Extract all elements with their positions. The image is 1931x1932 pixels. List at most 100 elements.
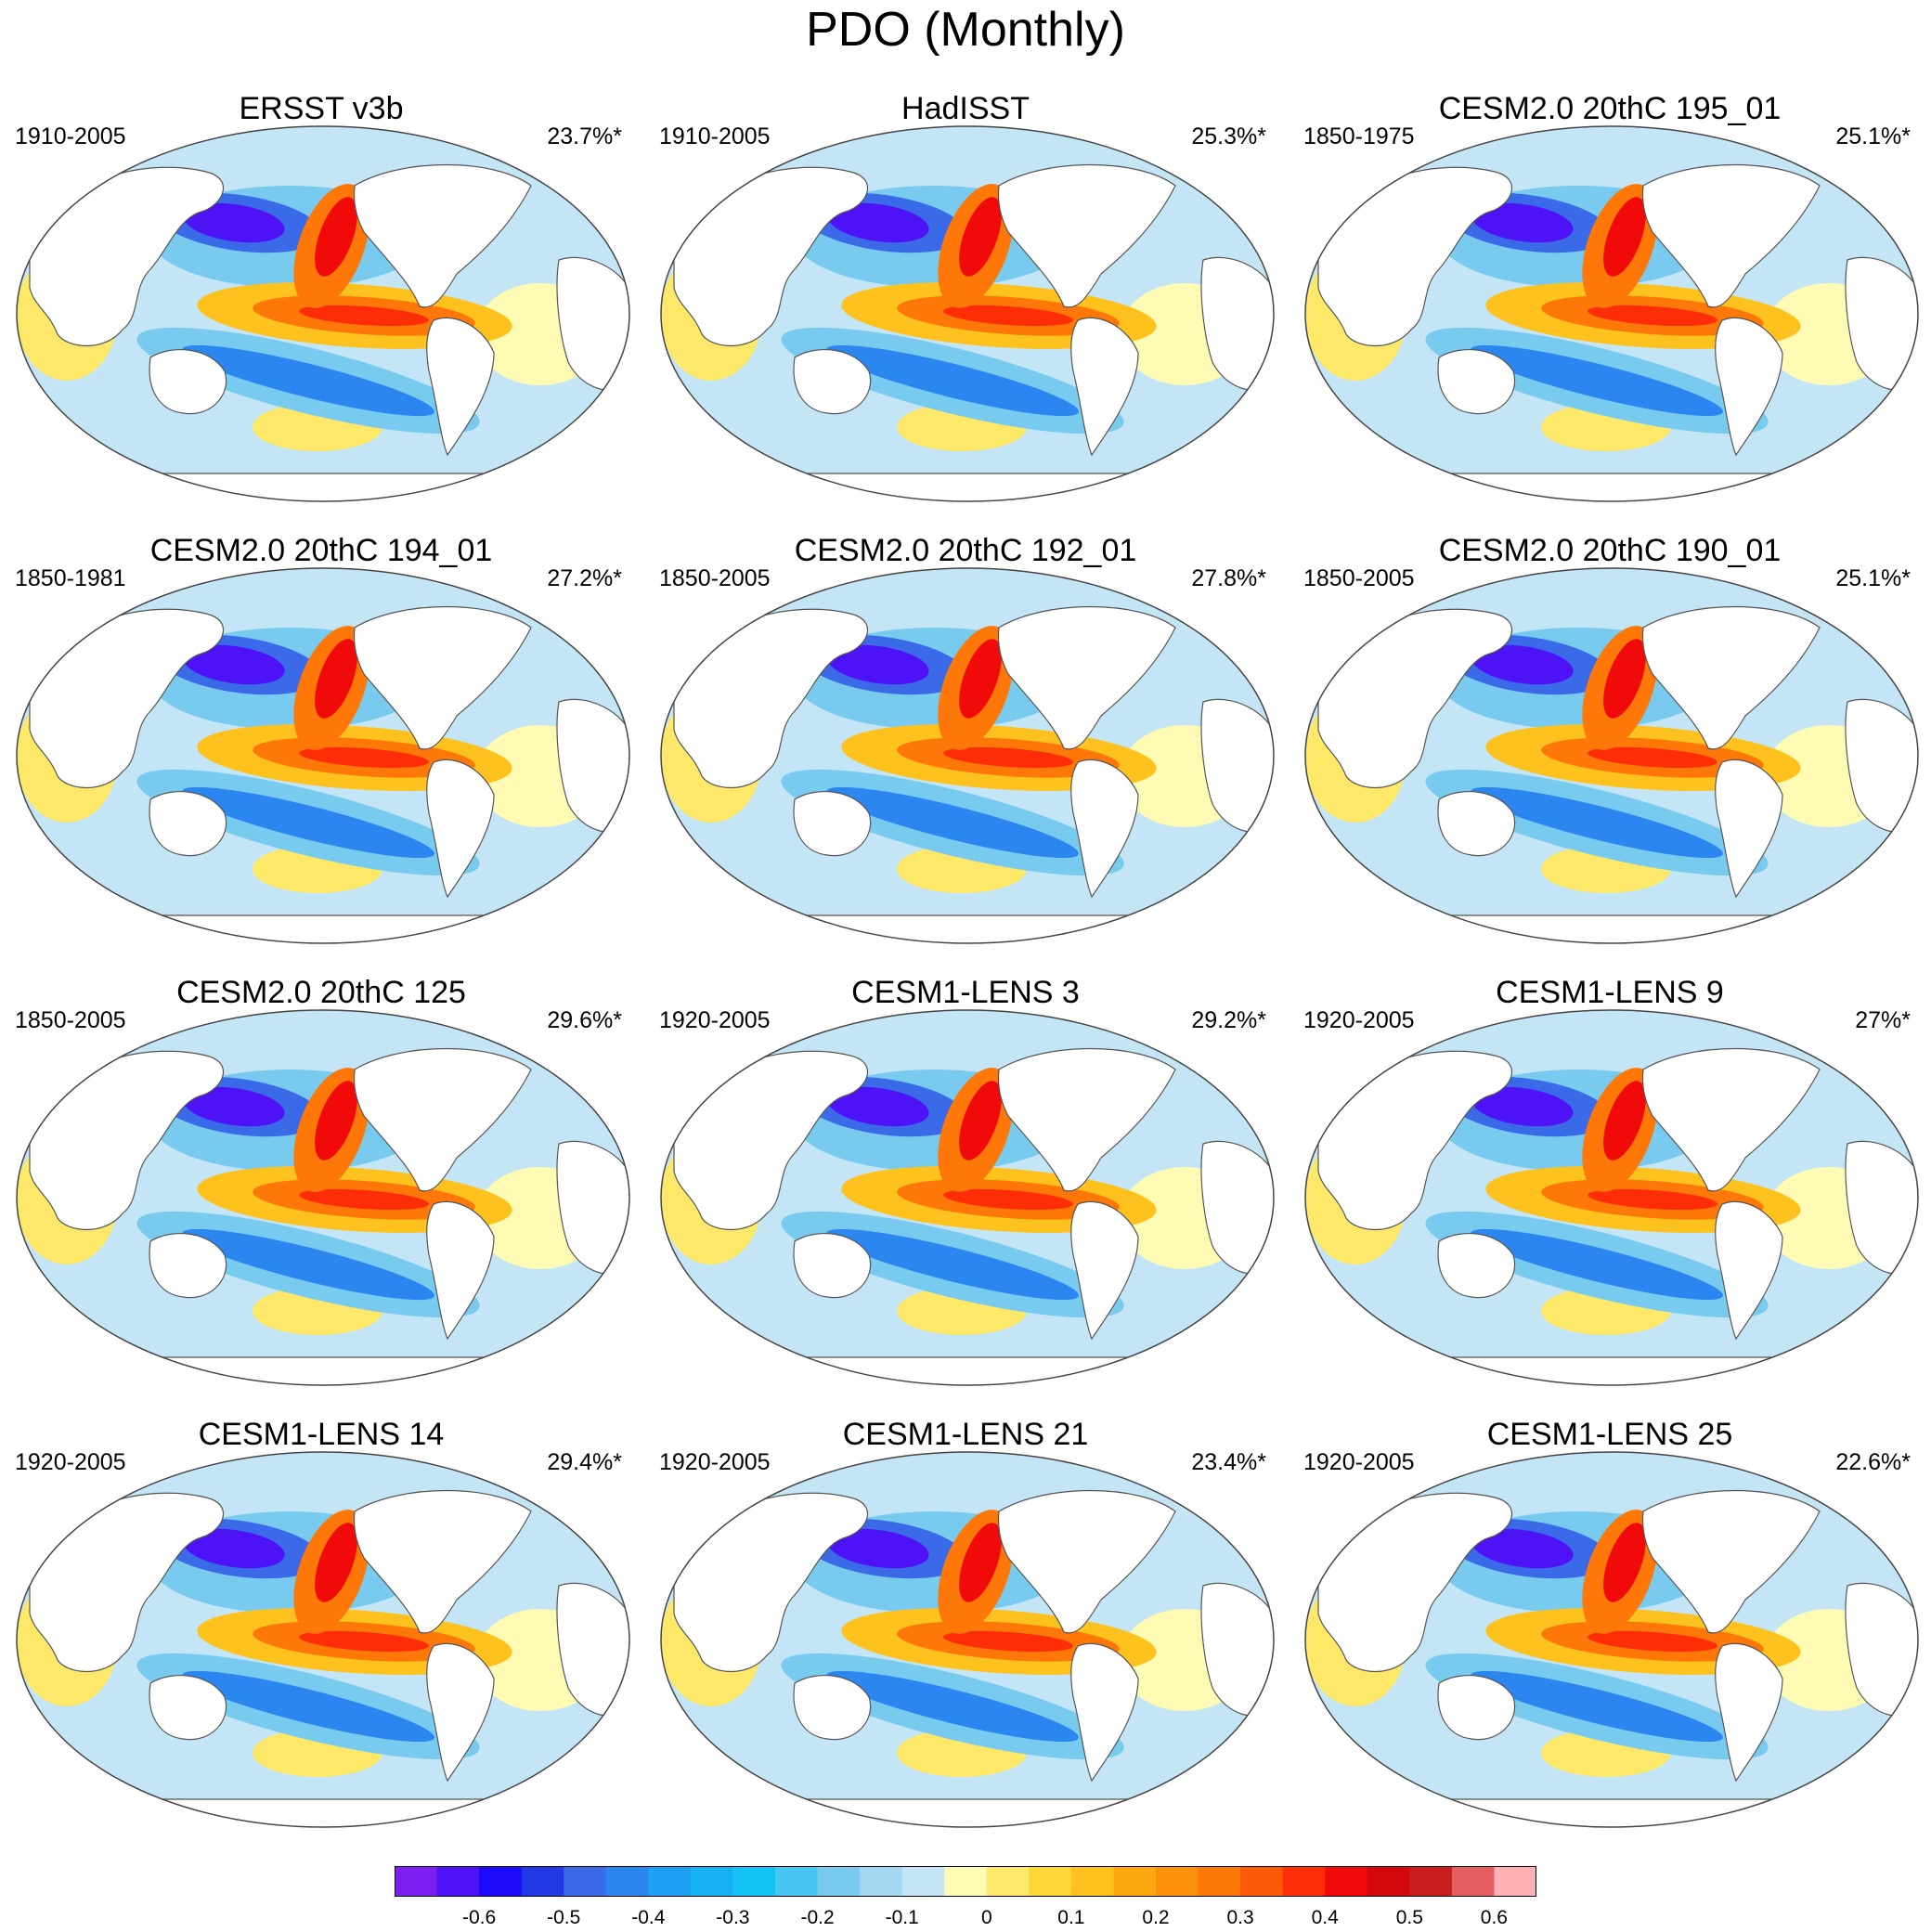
continent-north-america [353, 164, 532, 308]
kuroshio-cool-core [827, 1086, 929, 1127]
continent-south-america [426, 1642, 495, 1783]
map-panel: CESM1-LENS 3 1920-2005 29.2%* [650, 967, 1281, 1404]
colorbar-swatch [1113, 1866, 1157, 1897]
map-outline [1304, 1009, 1919, 1386]
continent-asia [673, 1050, 868, 1231]
colorbar-swatch [944, 1866, 988, 1897]
continent-australia [793, 1233, 872, 1299]
continent-australia [149, 791, 227, 857]
south-pacific-cool-core [826, 1670, 1079, 1743]
alaska-coast-warm-core [315, 197, 357, 277]
pdo-pattern-map [16, 1451, 630, 1828]
continent-antarctica [1305, 914, 1918, 943]
colorbar-swatch [1156, 1866, 1199, 1897]
south-pacific-cool-core [182, 1228, 434, 1301]
alaska-coast-warm-core [1603, 1523, 1646, 1602]
continent-antarctica [661, 473, 1274, 501]
colorbar-swatch [690, 1866, 733, 1897]
continent-south-america [426, 317, 495, 457]
continent-asia [1317, 166, 1512, 347]
colorbar-outline [395, 1866, 1536, 1897]
colorbar-swatch [1282, 1866, 1326, 1897]
continent-australia [793, 791, 872, 857]
pdo-pattern-map [1304, 125, 1919, 502]
continent-australia [1437, 1675, 1516, 1741]
continent-asia [29, 166, 224, 347]
panel-title: CESM2.0 20thC 195_01 [1438, 91, 1782, 126]
alaska-coast-warm-core [315, 1523, 357, 1602]
colorbar-swatch [1029, 1866, 1072, 1897]
map-panel: CESM2.0 20thC 194_01 1850-1981 27.2%* [6, 525, 637, 962]
pdo-pattern-map [660, 1451, 1275, 1828]
panel-title: CESM2.0 20thC 192_01 [794, 533, 1137, 568]
pdo-pattern-map [16, 125, 630, 502]
colorbar-tick-label: -0.3 [716, 1907, 749, 1928]
tropical-pacific-warm-peak [1588, 1630, 1717, 1653]
pdo-pattern-map [1304, 567, 1919, 944]
map-outline [1304, 125, 1919, 502]
south-pacific-cool-core [1471, 1228, 1723, 1301]
pdo-pattern-map [660, 1009, 1275, 1386]
continent-antarctica [17, 473, 629, 501]
colorbar-swatch [1198, 1866, 1241, 1897]
alaska-coast-warm-core [1603, 197, 1646, 277]
colorbar: -0.6 -0.5 -0.4 -0.3 -0.2 -0.1 0 0.1 0.2 0.3 0.4 0.5… [395, 1866, 1536, 1928]
panel-variance-explained: 25.1%* [1835, 565, 1911, 591]
continent-asia [673, 166, 868, 347]
panel-title: HadISST [901, 91, 1030, 126]
map-outline [660, 125, 1275, 502]
continent-north-america [997, 1490, 1176, 1634]
colorbar-swatch [564, 1866, 607, 1897]
pdo-pattern-map [16, 1009, 630, 1386]
panel-variance-explained: 25.3%* [1191, 123, 1266, 149]
tropical-pacific-warm-peak [943, 1630, 1073, 1653]
continent-south-america [1715, 317, 1783, 457]
panel-year-range: 1920-2005 [1303, 1007, 1415, 1033]
map-outline [16, 125, 630, 502]
continent-australia [149, 1233, 227, 1299]
continent-australia [793, 1675, 872, 1741]
continent-australia [1437, 791, 1516, 857]
alaska-coast-warm-core [315, 639, 357, 719]
colorbar-swatch [605, 1866, 649, 1897]
kuroshio-cool-core [827, 1528, 929, 1569]
continent-antarctica [661, 914, 1274, 943]
south-pacific-cool-core [182, 1670, 434, 1743]
south-pacific-cool-core [826, 786, 1079, 859]
south-pacific-cool-core [182, 786, 434, 859]
continent-antarctica [661, 1798, 1274, 1827]
alaska-coast-warm-core [959, 639, 1002, 719]
panel-title: CESM2.0 20thC 190_01 [1438, 533, 1782, 568]
continent-south-america [1715, 759, 1783, 899]
continent-asia [1317, 608, 1512, 789]
pdo-pattern-map [1304, 1009, 1919, 1386]
map-panel: CESM1-LENS 9 1920-2005 27%* [1294, 967, 1925, 1404]
map-outline [660, 1009, 1275, 1386]
kuroshio-cool-core [183, 1528, 285, 1569]
colorbar-tick-label: 0.6 [1481, 1907, 1508, 1928]
tropical-pacific-warm-peak [943, 746, 1073, 769]
panel-variance-explained: 25.1%* [1835, 123, 1911, 149]
colorbar-tick-label: 0.2 [1142, 1907, 1169, 1928]
map-panel: CESM2.0 20thC 195_01 1850-1975 25.1%* [1294, 84, 1925, 520]
tropical-pacific-warm-peak [299, 305, 429, 327]
tropical-pacific-warm-peak [1588, 746, 1717, 769]
colorbar-swatch [436, 1866, 480, 1897]
kuroshio-cool-core [1471, 644, 1574, 685]
continent-australia [149, 1675, 227, 1741]
map-outline [660, 1451, 1275, 1828]
colorbar-tick-label: 0.4 [1312, 1907, 1340, 1928]
continent-south-america [1715, 1200, 1783, 1341]
continent-asia [29, 608, 224, 789]
panel-year-range: 1920-2005 [659, 1007, 771, 1033]
colorbar-swatch [1070, 1866, 1114, 1897]
map-panel: CESM1-LENS 14 1920-2005 29.4%* [6, 1409, 637, 1846]
continent-south-america [1715, 1642, 1783, 1783]
colorbar-swatch [648, 1866, 692, 1897]
panel-variance-explained: 27.8%* [1191, 565, 1266, 591]
map-panel: CESM2.0 20thC 190_01 1850-2005 25.1%* [1294, 525, 1925, 962]
colorbar-swatch [1325, 1866, 1368, 1897]
panel-title: CESM1-LENS 21 [842, 1417, 1089, 1452]
colorbar-tick-label: -0.5 [547, 1907, 580, 1928]
kuroshio-cool-core [1471, 202, 1574, 243]
